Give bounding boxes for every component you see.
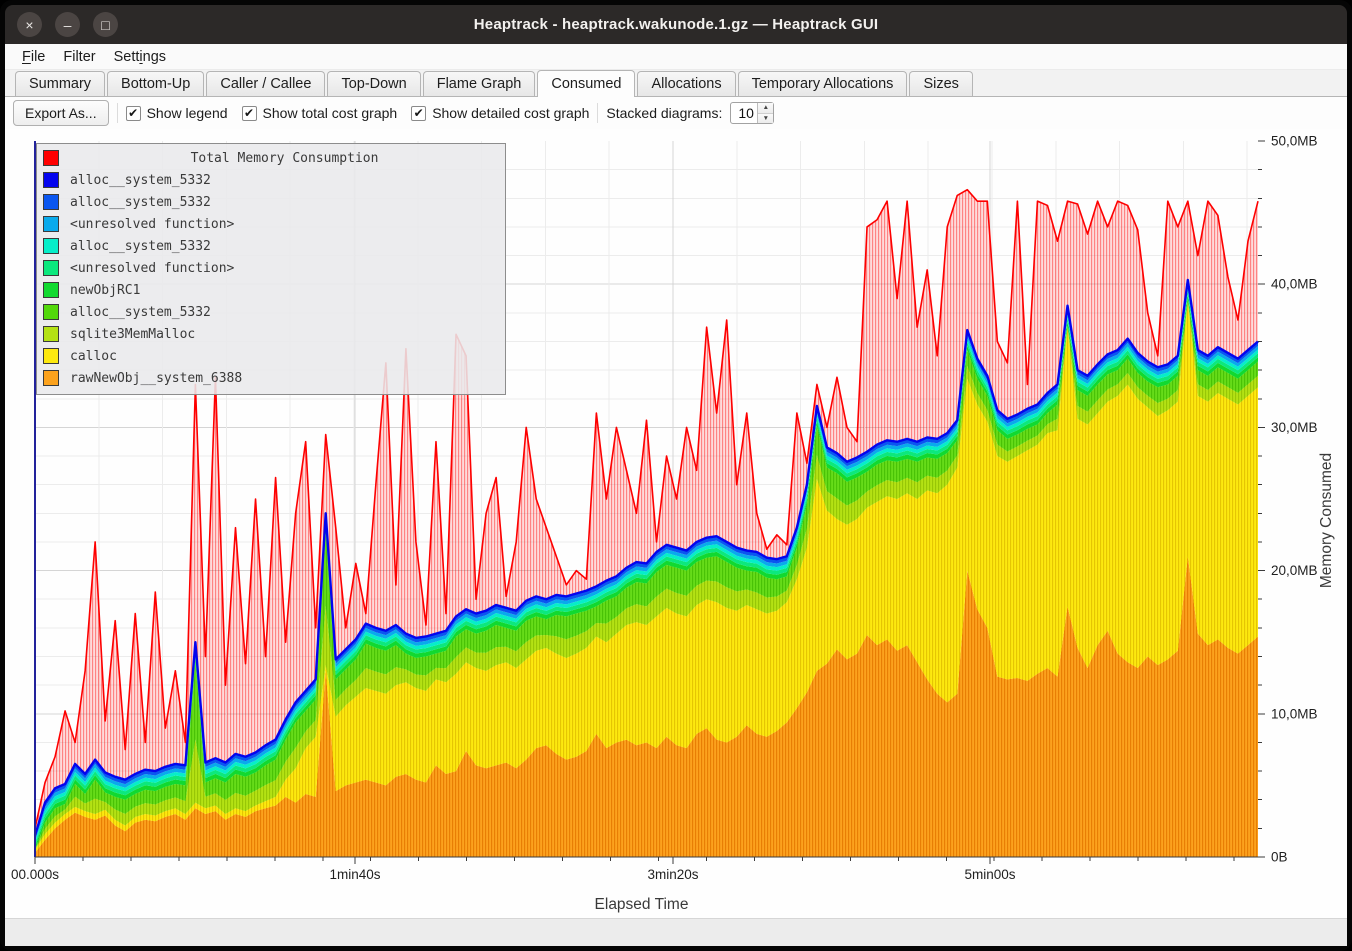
legend-swatch bbox=[43, 150, 59, 166]
y-tick-label: 0B bbox=[1271, 850, 1288, 865]
legend-swatch bbox=[43, 282, 59, 298]
checkmark-icon: ✔ bbox=[125, 105, 141, 121]
checkmark-icon: ✔ bbox=[411, 105, 427, 121]
axes bbox=[34, 140, 1265, 864]
menu-file[interactable]: File bbox=[22, 48, 46, 65]
minimize-button[interactable]: – bbox=[55, 12, 80, 37]
legend-label: <unresolved function> bbox=[70, 216, 235, 232]
maximize-button[interactable]: □ bbox=[93, 12, 118, 37]
toolbar-checkboxes: ✔ Show legend ✔ Show total cost graph ✔ Show … bbox=[125, 105, 589, 121]
checkbox-show-legend[interactable]: ✔ Show legend bbox=[125, 105, 228, 121]
x-tick-label: 3min20s bbox=[648, 867, 699, 882]
legend-item: rawNewObj__system_6388 bbox=[43, 367, 499, 389]
legend-swatch bbox=[43, 348, 59, 364]
x-tick-label: 00.000s bbox=[11, 867, 59, 882]
checkbox-show-total-cost-graph[interactable]: ✔ Show total cost graph bbox=[241, 105, 398, 121]
y-axis-title: Memory Consumed bbox=[1318, 453, 1335, 588]
tab-temporary-allocations[interactable]: Temporary Allocations bbox=[737, 71, 908, 96]
toolbar: Export As... ✔ Show legend ✔ Show total cos… bbox=[5, 97, 1347, 129]
legend-label: alloc__system_5332 bbox=[70, 172, 211, 188]
stacked-diagrams-value: 10 bbox=[738, 105, 754, 121]
legend-item: alloc__system_5332 bbox=[43, 235, 499, 257]
series-total-line bbox=[34, 188, 1259, 829]
checkbox-label: Show total cost graph bbox=[262, 105, 398, 121]
series-total-area-hatch bbox=[35, 189, 1258, 836]
spin-buttons: ▲ ▼ bbox=[757, 103, 774, 123]
menu-filter[interactable]: Filter bbox=[63, 48, 96, 65]
legend-swatch bbox=[43, 238, 59, 254]
legend-swatch bbox=[43, 194, 59, 210]
chart-canvas[interactable]: 00.000s 1min40s 3min20s 5min00s 0B 10,0MB 20,0… bbox=[5, 129, 1347, 918]
legend-item: <unresolved function> bbox=[43, 257, 499, 279]
legend-title-row: Total Memory Consumption bbox=[43, 147, 499, 169]
legend-swatch bbox=[43, 326, 59, 342]
series-calloc-hatch bbox=[35, 301, 1258, 853]
legend-label: alloc__system_5332 bbox=[70, 238, 211, 254]
memory-consumption-chart[interactable]: 00.000s 1min40s 3min20s 5min00s 0B 10,0MB 20,0… bbox=[5, 129, 1347, 918]
legend-label: calloc bbox=[70, 348, 117, 364]
y-tick-label: 30,0MB bbox=[1271, 420, 1318, 435]
tab-summary[interactable]: Summary bbox=[15, 71, 106, 96]
y-tick-label: 10,0MB bbox=[1271, 706, 1318, 721]
x-axis-title: Elapsed Time bbox=[595, 896, 689, 913]
legend-item: <unresolved function> bbox=[43, 213, 499, 235]
export-as-button[interactable]: Export As... bbox=[13, 100, 109, 126]
status-bar bbox=[5, 918, 1347, 946]
tab-allocations[interactable]: Allocations bbox=[637, 71, 736, 96]
spin-down-button[interactable]: ▼ bbox=[758, 113, 774, 123]
legend-item: calloc bbox=[43, 345, 499, 367]
tab-bottom-up[interactable]: Bottom-Up bbox=[107, 71, 205, 96]
tab-top-down[interactable]: Top-Down bbox=[327, 71, 421, 96]
stacked-diagrams-spinbox[interactable]: 10 ▲ ▼ bbox=[730, 102, 775, 124]
tab-bar: Summary Bottom-Up Caller / Callee Top-Down F… bbox=[5, 70, 1347, 97]
y-tick-label: 40,0MB bbox=[1271, 277, 1318, 292]
tab-consumed[interactable]: Consumed bbox=[537, 70, 636, 97]
close-button[interactable]: × bbox=[17, 12, 42, 37]
chart-legend: Total Memory Consumption alloc__system_53… bbox=[36, 143, 506, 395]
legend-item: alloc__system_5332 bbox=[43, 301, 499, 323]
legend-label: alloc__system_5332 bbox=[70, 194, 211, 210]
legend-swatch bbox=[43, 172, 59, 188]
x-tick-label: 5min00s bbox=[965, 867, 1016, 882]
x-tick-label: 1min40s bbox=[330, 867, 381, 882]
legend-label: rawNewObj__system_6388 bbox=[70, 370, 243, 386]
checkmark-icon: ✔ bbox=[241, 105, 257, 121]
menu-settings[interactable]: Settings bbox=[113, 48, 167, 65]
window-controls: × – □ bbox=[17, 12, 118, 37]
y-tick-label: 20,0MB bbox=[1271, 563, 1318, 578]
legend-swatch bbox=[43, 216, 59, 232]
tab-flame-graph[interactable]: Flame Graph bbox=[422, 71, 536, 96]
series-alloc-blue-line bbox=[33, 278, 1259, 836]
legend-label: <unresolved function> bbox=[70, 260, 235, 276]
legend-item: alloc__system_5332 bbox=[43, 169, 499, 191]
checkbox-label: Show detailed cost graph bbox=[432, 105, 590, 121]
checkbox-show-detailed-cost-graph[interactable]: ✔ Show detailed cost graph bbox=[411, 105, 589, 121]
legend-item: sqlite3MemMalloc bbox=[43, 323, 499, 345]
legend-label: Total Memory Consumption bbox=[190, 150, 379, 166]
toolbar-separator bbox=[597, 103, 599, 123]
legend-swatch bbox=[43, 260, 59, 276]
window-title: Heaptrack - heaptrack.wakunode.1.gz — He… bbox=[473, 16, 879, 33]
menu-bar: File Filter Settings bbox=[5, 44, 1347, 70]
spin-up-button[interactable]: ▲ bbox=[758, 103, 774, 114]
y-tick-label: 50,0MB bbox=[1271, 134, 1318, 149]
tab-caller-callee[interactable]: Caller / Callee bbox=[206, 71, 326, 96]
series-rawNewObj__system_6388-hatch bbox=[35, 556, 1258, 857]
tab-sizes[interactable]: Sizes bbox=[909, 71, 973, 96]
legend-item: alloc__system_5332 bbox=[43, 191, 499, 213]
legend-swatch bbox=[43, 304, 59, 320]
stacked-diagrams-label: Stacked diagrams: bbox=[606, 105, 723, 121]
series-alloc-green-hatch bbox=[35, 299, 1258, 850]
legend-label: newObjRC1 bbox=[70, 282, 141, 298]
legend-label: sqlite3MemMalloc bbox=[70, 326, 196, 342]
toolbar-separator bbox=[116, 103, 118, 123]
legend-label: alloc__system_5332 bbox=[70, 304, 211, 320]
legend-item: newObjRC1 bbox=[43, 279, 499, 301]
checkbox-label: Show legend bbox=[146, 105, 228, 121]
title-bar: × – □ Heaptrack - heaptrack.wakunode.1.gz … bbox=[5, 5, 1347, 44]
legend-swatch bbox=[43, 370, 59, 386]
